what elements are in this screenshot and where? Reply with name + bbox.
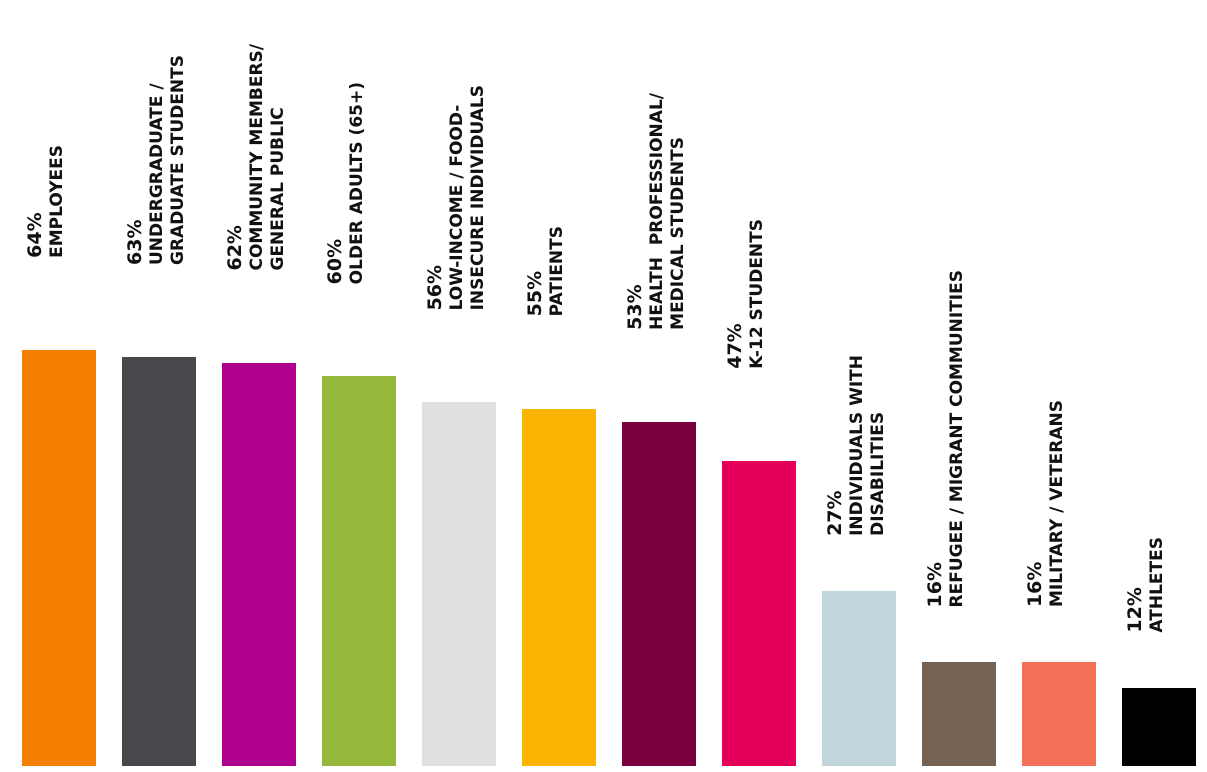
value-label: 12% — [1124, 587, 1146, 633]
value-label: 53% — [624, 284, 646, 330]
bar-label: 60% OLDER ADULTS (65+) — [324, 82, 368, 284]
bar-label: 53% HEALTH PROFESSIONAL/ MEDICAL STUDENTS — [624, 93, 689, 330]
category-label: INDIVIDUALS WITH DISABILITIES — [847, 354, 888, 536]
bar — [822, 590, 896, 766]
value-label: 63% — [124, 219, 146, 265]
value-label: 55% — [524, 271, 546, 317]
category-label: PATIENTS — [547, 226, 567, 317]
bar — [122, 356, 196, 766]
bar-label: 16% REFUGEE / MIGRANT COMMUNITIES — [924, 270, 968, 607]
bar — [322, 376, 396, 766]
bar — [1122, 688, 1196, 766]
category-label: MILITARY / VETERANS — [1047, 399, 1067, 607]
bar-label: 27% INDIVIDUALS WITH DISABILITIES — [824, 355, 889, 536]
bar-label: 16% MILITARY / VETERANS — [1024, 400, 1068, 607]
category-label: REFUGEE / MIGRANT COMMUNITIES — [947, 269, 967, 607]
bar — [522, 408, 596, 766]
bar — [222, 363, 296, 766]
bar — [922, 662, 996, 766]
category-label: LOW-INCOME / FOOD- INSECURE INDIVIDUALS — [447, 84, 488, 310]
bar-label: 63% UNDERGRADUATE / GRADUATE STUDENTS — [124, 55, 189, 265]
bar — [622, 421, 696, 766]
category-label: EMPLOYEES — [47, 145, 67, 258]
bar-label: 64% EMPLOYEES — [24, 145, 68, 258]
bar-label: 55% PATIENTS — [524, 226, 568, 316]
category-label: K-12 STUDENTS — [747, 218, 767, 369]
bar-label: 62% COMMUNITY MEMBERS/ GENERAL PUBLIC — [224, 44, 289, 271]
bar — [422, 402, 496, 766]
bar — [22, 350, 96, 766]
value-label: 60% — [324, 238, 346, 284]
value-label: 16% — [1024, 561, 1046, 607]
bar-label: 12% ATHLETES — [1124, 537, 1168, 633]
category-label: OLDER ADULTS (65+) — [347, 81, 367, 284]
value-label: 56% — [424, 264, 446, 310]
category-label: ATHLETES — [1147, 537, 1167, 633]
category-label: HEALTH PROFESSIONAL/ MEDICAL STUDENTS — [647, 92, 688, 330]
bar-label: 56% LOW-INCOME / FOOD- INSECURE INDIVIDUA… — [424, 85, 489, 310]
value-label: 64% — [24, 212, 46, 258]
category-label: COMMUNITY MEMBERS/ GENERAL PUBLIC — [247, 44, 288, 271]
bar-label: 47% K-12 STUDENTS — [724, 219, 768, 369]
bar — [1022, 662, 1096, 766]
value-label: 27% — [824, 490, 846, 536]
category-label: UNDERGRADUATE / GRADUATE STUDENTS — [147, 54, 188, 265]
value-label: 62% — [224, 225, 246, 271]
bar — [722, 460, 796, 766]
value-label: 16% — [924, 561, 946, 607]
value-label: 47% — [724, 323, 746, 369]
